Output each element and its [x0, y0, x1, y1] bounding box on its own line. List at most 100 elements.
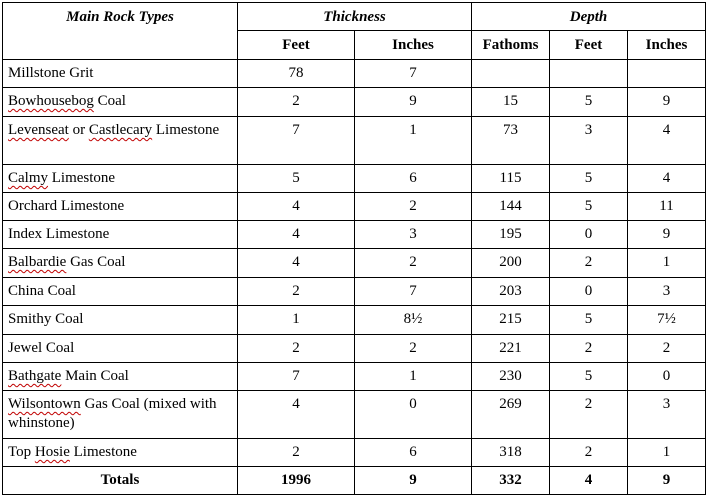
thickness-feet: 2 [237, 334, 355, 363]
rock-name: Bowhousebog Coal [2, 87, 238, 117]
thickness-inches: 2 [354, 334, 472, 363]
depth-inches: 4 [627, 116, 706, 165]
rock-name: China Coal [2, 277, 238, 306]
depth-fathoms [471, 59, 550, 88]
totals-depth-inches: 9 [627, 466, 706, 495]
table-row: Bowhousebog Coal 2 9 15 5 9 [2, 87, 706, 117]
header-row-groups: Main Rock Types Thickness Depth [2, 2, 706, 60]
totals-thickness-inches: 9 [354, 466, 472, 495]
rock-name: Smithy Coal [2, 305, 238, 335]
thickness-feet: 4 [237, 390, 355, 439]
thickness-inches: 9 [354, 87, 472, 117]
rock-name: Index Limestone [2, 220, 238, 249]
depth-feet: 2 [549, 438, 628, 467]
thickness-feet: 2 [237, 277, 355, 306]
depth-fathoms: 221 [471, 334, 550, 363]
depth-inches: 7½ [627, 305, 706, 335]
depth-fathoms: 269 [471, 390, 550, 439]
rock-name: Balbardie Gas Coal [2, 248, 238, 278]
rock-name: Millstone Grit [2, 59, 238, 88]
thickness-inches: 3 [354, 220, 472, 249]
thickness-inches: 6 [354, 438, 472, 467]
thickness-inches: 2 [354, 248, 472, 278]
depth-inches [627, 59, 706, 88]
rock-name: Levenseat or Castlecary Limestone [2, 116, 238, 165]
table-row: Millstone Grit 78 7 [2, 59, 706, 88]
depth-inches: 4 [627, 164, 706, 193]
depth-inches: 9 [627, 220, 706, 249]
table-row: Index Limestone 4 3 195 0 9 [2, 220, 706, 249]
depth-feet: 2 [549, 248, 628, 278]
thickness-inches: 1 [354, 362, 472, 391]
thickness-feet: 1 [237, 305, 355, 335]
thickness-feet: 5 [237, 164, 355, 193]
thickness-inches: 0 [354, 390, 472, 439]
depth-feet: 5 [549, 305, 628, 335]
rock-name: Orchard Limestone [2, 192, 238, 221]
table-row: Orchard Limestone 4 2 144 5 11 [2, 192, 706, 221]
depth-fathoms: 318 [471, 438, 550, 467]
depth-feet: 3 [549, 116, 628, 165]
rock-name: Bathgate Main Coal [2, 362, 238, 391]
table-row: Jewel Coal 2 2 221 2 2 [2, 334, 706, 363]
thickness-feet: 7 [237, 116, 355, 165]
header-thickness-feet: Feet [237, 30, 355, 60]
header-thickness: Thickness [237, 2, 472, 31]
depth-fathoms: 15 [471, 87, 550, 117]
depth-fathoms: 230 [471, 362, 550, 391]
totals-label: Totals [2, 466, 238, 495]
depth-feet [549, 59, 628, 88]
thickness-inches: 6 [354, 164, 472, 193]
table-row: Bathgate Main Coal 7 1 230 5 0 [2, 362, 706, 391]
header-depth: Depth [471, 2, 706, 31]
thickness-feet: 4 [237, 220, 355, 249]
header-thickness-inches: Inches [354, 30, 472, 60]
header-rock-types: Main Rock Types [2, 2, 238, 60]
depth-fathoms: 203 [471, 277, 550, 306]
thickness-inches: 2 [354, 192, 472, 221]
table-row: Smithy Coal 1 8½ 215 5 7½ [2, 305, 706, 335]
table-row: China Coal 2 7 203 0 3 [2, 277, 706, 306]
depth-fathoms: 115 [471, 164, 550, 193]
depth-feet: 5 [549, 362, 628, 391]
thickness-inches: 8½ [354, 305, 472, 335]
table-row: Top Hosie Limestone 2 6 318 2 1 [2, 438, 706, 467]
depth-feet: 2 [549, 390, 628, 439]
depth-fathoms: 144 [471, 192, 550, 221]
thickness-feet: 78 [237, 59, 355, 88]
totals-row: Totals 1996 9 332 4 9 [2, 466, 706, 495]
depth-feet: 5 [549, 164, 628, 193]
depth-inches: 3 [627, 277, 706, 306]
depth-feet: 0 [549, 220, 628, 249]
depth-inches: 2 [627, 334, 706, 363]
table-row: Calmy Limestone 5 6 115 5 4 [2, 164, 706, 193]
rock-name: Jewel Coal [2, 334, 238, 363]
thickness-feet: 7 [237, 362, 355, 391]
header-row-units: Feet Inches Fathoms Feet Inches [3, 30, 706, 60]
totals-depth-fathoms: 332 [471, 466, 550, 495]
depth-feet: 2 [549, 334, 628, 363]
header-depth-inches: Inches [627, 30, 706, 60]
depth-inches: 11 [627, 192, 706, 221]
depth-inches: 3 [627, 390, 706, 439]
depth-fathoms: 195 [471, 220, 550, 249]
header-depth-feet: Feet [549, 30, 628, 60]
rock-types-table: Main Rock Types Thickness Depth Feet Inc… [2, 2, 706, 495]
header-depth-fathoms: Fathoms [471, 30, 550, 60]
thickness-feet: 4 [237, 192, 355, 221]
depth-fathoms: 200 [471, 248, 550, 278]
depth-inches: 9 [627, 87, 706, 117]
table-row: Levenseat or Castlecary Limestone 7 1 73… [2, 116, 706, 165]
table-row: Balbardie Gas Coal 4 2 200 2 1 [2, 248, 706, 278]
depth-fathoms: 215 [471, 305, 550, 335]
depth-feet: 0 [549, 277, 628, 306]
thickness-inches: 1 [354, 116, 472, 165]
depth-inches: 1 [627, 438, 706, 467]
thickness-inches: 7 [354, 277, 472, 306]
rock-name: Calmy Limestone [2, 164, 238, 193]
thickness-inches: 7 [354, 59, 472, 88]
depth-feet: 5 [549, 87, 628, 117]
rock-name: Wilsontown Gas Coal (mixed with whinston… [2, 390, 238, 439]
depth-fathoms: 73 [471, 116, 550, 165]
thickness-feet: 2 [237, 87, 355, 117]
